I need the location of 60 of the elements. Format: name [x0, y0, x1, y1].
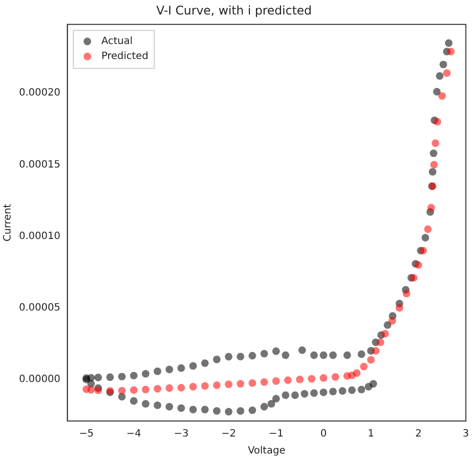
y-tick-label: 0.00010 [18, 230, 60, 242]
point [402, 290, 410, 298]
point [447, 48, 455, 56]
point [410, 274, 418, 282]
point [352, 369, 361, 377]
point [87, 386, 95, 394]
x-tick-label: −5 [78, 428, 94, 440]
x-tick-label: 0 [320, 428, 327, 440]
point [332, 373, 340, 381]
point [443, 69, 451, 77]
y-tick-label: 0.00000 [18, 374, 60, 386]
point [376, 338, 384, 346]
point [388, 316, 396, 325]
point [177, 384, 185, 392]
point [367, 356, 375, 364]
point [284, 376, 292, 384]
point [414, 261, 422, 269]
point [424, 225, 432, 233]
point [248, 379, 256, 387]
x-tick-label: −4 [126, 428, 142, 440]
point [296, 376, 304, 384]
x-tick-label: −2 [221, 428, 236, 440]
y-axis-title: Current [2, 204, 14, 242]
x-tick-label: −3 [174, 428, 189, 440]
y-tick-label: 0.00015 [18, 159, 60, 170]
x-tick-label: −1 [268, 428, 284, 440]
point [438, 92, 446, 100]
point [236, 380, 244, 388]
point [94, 386, 102, 394]
point [272, 377, 280, 385]
x-tick-label: 2 [415, 428, 422, 440]
y-tick-label: 0.00020 [18, 88, 60, 99]
point [430, 160, 438, 169]
point [142, 386, 150, 394]
x-tick-label: 1 [368, 428, 374, 440]
point [308, 374, 316, 383]
point [130, 386, 138, 394]
point [396, 304, 404, 312]
point [154, 384, 162, 393]
point [381, 330, 389, 338]
point [201, 382, 209, 390]
point [432, 139, 440, 148]
x-tick-label: 3 [462, 428, 470, 440]
point [212, 381, 221, 390]
point [434, 118, 442, 126]
point [166, 384, 174, 392]
chart-title: V-I Curve, with i predicted [156, 3, 312, 18]
point [189, 382, 197, 390]
legend-label: Predicted [101, 50, 148, 62]
y-tick-label: 0.00005 [18, 302, 60, 314]
point [260, 378, 268, 386]
x-axis-title: Voltage [248, 446, 286, 457]
legend-label: Actual [101, 36, 133, 47]
point [427, 204, 435, 212]
point [372, 347, 380, 355]
point [320, 374, 328, 382]
point [224, 380, 232, 388]
point [360, 362, 368, 370]
point [419, 246, 427, 254]
point [118, 386, 126, 394]
